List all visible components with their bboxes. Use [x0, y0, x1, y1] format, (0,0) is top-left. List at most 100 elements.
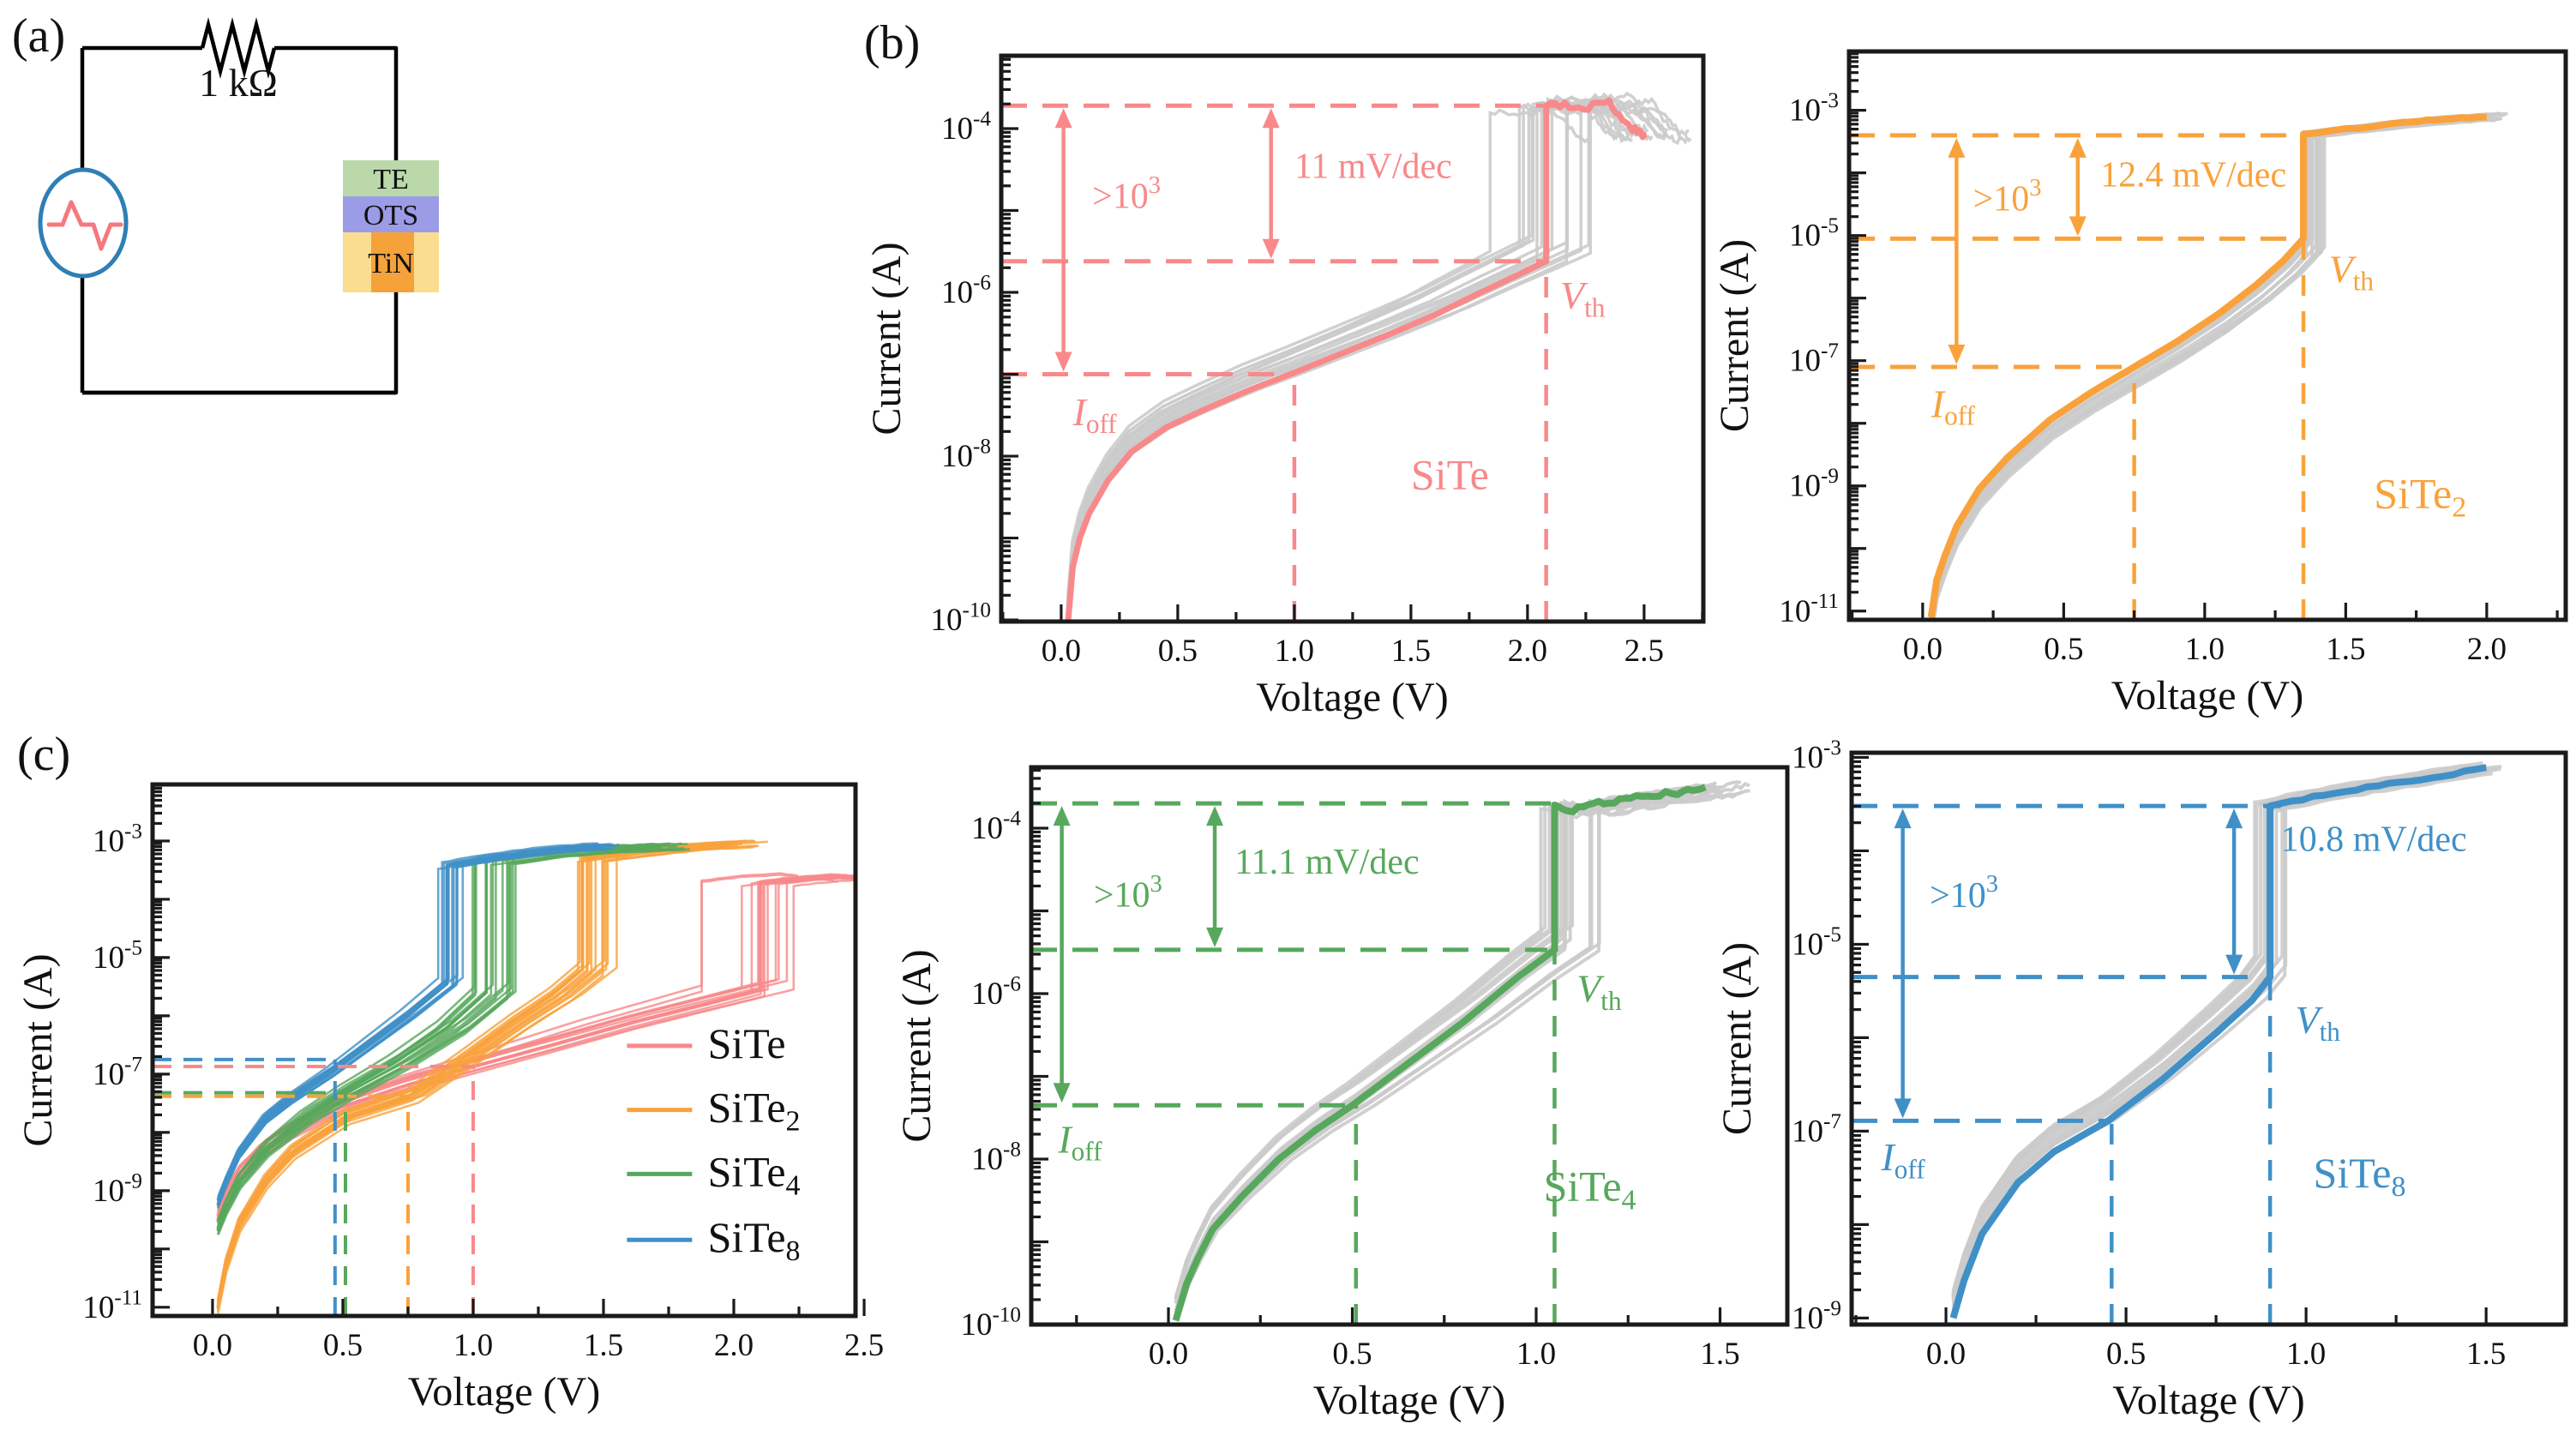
y-tick-label: 10-5 [1792, 923, 1841, 963]
arrowhead-down-icon [1262, 238, 1280, 259]
annotation-text: Ioff [1880, 1135, 1925, 1184]
chart-site8-c: >103 10.8 mV/dec Ioff Vth SiTe8 0.0 0.5 1.0 1.5 1… [1714, 736, 2568, 1423]
x-tick-label: 0.0 [1149, 1337, 1188, 1372]
series-name-label: SiTe2 [2374, 469, 2466, 523]
y-tick-label: 10-11 [1779, 590, 1839, 629]
plot-frame [150, 782, 858, 1319]
x-tick-label: 2.0 [1508, 634, 1547, 669]
cycle-curve [216, 839, 748, 1308]
x-tick-label: 0.5 [2106, 1337, 2146, 1372]
annotation-text: 10.8 mV/dec [2281, 820, 2467, 859]
cycle-curve [216, 843, 610, 1208]
cycle-curve [217, 878, 856, 1221]
legend-label: SiTe4 [708, 1147, 801, 1201]
x-tick-label: 1.5 [1391, 634, 1431, 669]
legend-label: SiTe2 [708, 1084, 801, 1138]
cycle-curve [1174, 781, 1750, 1322]
x-tick-label: 1.5 [1700, 1337, 1739, 1372]
annotation-text: Vth [1560, 273, 1606, 322]
y-tick-label: 10-5 [93, 936, 142, 976]
x-tick-label: 0.0 [1926, 1337, 1966, 1372]
series-name-label: SiTe4 [1544, 1162, 1636, 1216]
stack-layer-label: TiN [368, 248, 414, 279]
y-tick-label: 10-11 [82, 1286, 142, 1325]
y-tick-label: 10-10 [930, 599, 991, 639]
curves [1949, 760, 2502, 1319]
arrowhead-down-icon [1054, 351, 1072, 372]
arrowhead-down-icon [2225, 954, 2243, 975]
arrowhead-up-icon [1948, 137, 1966, 158]
y-tick-label: 10-9 [1792, 1297, 1841, 1337]
axis-ticks [1031, 768, 1722, 1326]
y-tick-label: 10-10 [960, 1303, 1021, 1343]
y-tick-label: 10-8 [941, 436, 991, 475]
y-tick-label: 10-4 [971, 807, 1021, 846]
x-tick-label: 2.0 [714, 1328, 754, 1363]
stack-layer-ots [343, 196, 439, 232]
arrowhead-up-icon [1053, 806, 1071, 826]
arrowhead-up-icon [2069, 137, 2087, 158]
cycle-curve [216, 843, 742, 1302]
arrowhead-up-icon [1206, 806, 1224, 826]
curves [1927, 111, 2508, 620]
arrowhead-up-icon [1894, 808, 1912, 829]
annotation-text: Ioff [1057, 1117, 1102, 1166]
annotation-text: 11 mV/dec [1294, 147, 1452, 186]
annotation-text: Ioff [1072, 390, 1118, 439]
y-axis-title: Current (A) [864, 242, 910, 435]
resistor-symbol [200, 17, 277, 79]
chart-site2-b: >103 12.4 mV/dec Ioff Vth SiTe2 0.0 0.5 1.0 1.5 2… [1712, 49, 2568, 718]
stack-layer-label: TE [373, 164, 409, 195]
cycle-curve [1066, 105, 1630, 600]
x-tick-label: 0.5 [1158, 634, 1198, 669]
cycle-curve [217, 844, 760, 1302]
annotation-text: 11.1 mV/dec [1234, 843, 1419, 882]
legend-label: SiTe8 [708, 1213, 801, 1267]
x-tick-label: 1.0 [2286, 1337, 2326, 1372]
x-tick-label: 0.5 [2044, 632, 2083, 667]
x-tick-label: 1.0 [2185, 632, 2225, 667]
annotation-text: >103 [1930, 871, 1998, 916]
x-tick-label: 0.0 [193, 1328, 232, 1363]
arrowhead-up-icon [2225, 808, 2243, 829]
curves [216, 839, 856, 1314]
stack-layer-tin-plug [371, 232, 414, 292]
y-tick-label: 10-3 [1792, 736, 1841, 776]
panel-label-c: (c) [17, 728, 71, 781]
chart-combined-c: SiTe SiTe2 SiTe4 SiTe8 0.0 0.5 1.0 1.5 2.0 2.5 10-… [15, 782, 884, 1415]
y-tick-label: 10-7 [93, 1053, 142, 1092]
x-tick-label: 1.5 [2466, 1337, 2506, 1372]
y-axis-title: Current (A) [1714, 942, 1760, 1135]
plot-frame [1846, 49, 2568, 622]
x-axis-title: Voltage (V) [408, 1369, 600, 1415]
y-tick-label: 10-8 [971, 1138, 1021, 1177]
pulse-waveform-icon [46, 200, 123, 251]
x-tick-label: 1.0 [453, 1328, 493, 1363]
annotation-text: >103 [1094, 871, 1162, 916]
annotation-text: 12.4 mV/dec [2100, 156, 2286, 195]
x-tick-label: 1.5 [584, 1328, 623, 1363]
cycle-curve [1931, 117, 2501, 620]
x-tick-label: 0.0 [1903, 632, 1943, 667]
legend-label: SiTe [708, 1019, 786, 1067]
iv-curve [216, 844, 604, 1206]
series-name-label: SiTe8 [2314, 1149, 2406, 1203]
x-tick-label: 0.5 [1332, 1337, 1372, 1372]
y-tick-label: 10-9 [93, 1169, 142, 1209]
y-tick-label: 10-7 [1792, 1110, 1841, 1150]
x-tick-label: 2.0 [2467, 632, 2507, 667]
axis-ticks [153, 784, 866, 1316]
x-axis-title: Voltage (V) [1256, 675, 1448, 720]
resistor-value-label: 1 kΩ [199, 61, 278, 105]
annotation-text: Vth [1576, 967, 1622, 1016]
axis-ticks [1852, 755, 2488, 1325]
iv-curve [1172, 784, 1707, 1322]
annotation-text: >103 [1973, 175, 2042, 219]
y-axis-title: Current (A) [1712, 239, 1757, 432]
annotation-text: Vth [2329, 247, 2375, 296]
arrowhead-down-icon [1206, 927, 1224, 947]
x-tick-label: 1.0 [1516, 1337, 1556, 1372]
y-tick-label: 10-6 [941, 271, 991, 310]
